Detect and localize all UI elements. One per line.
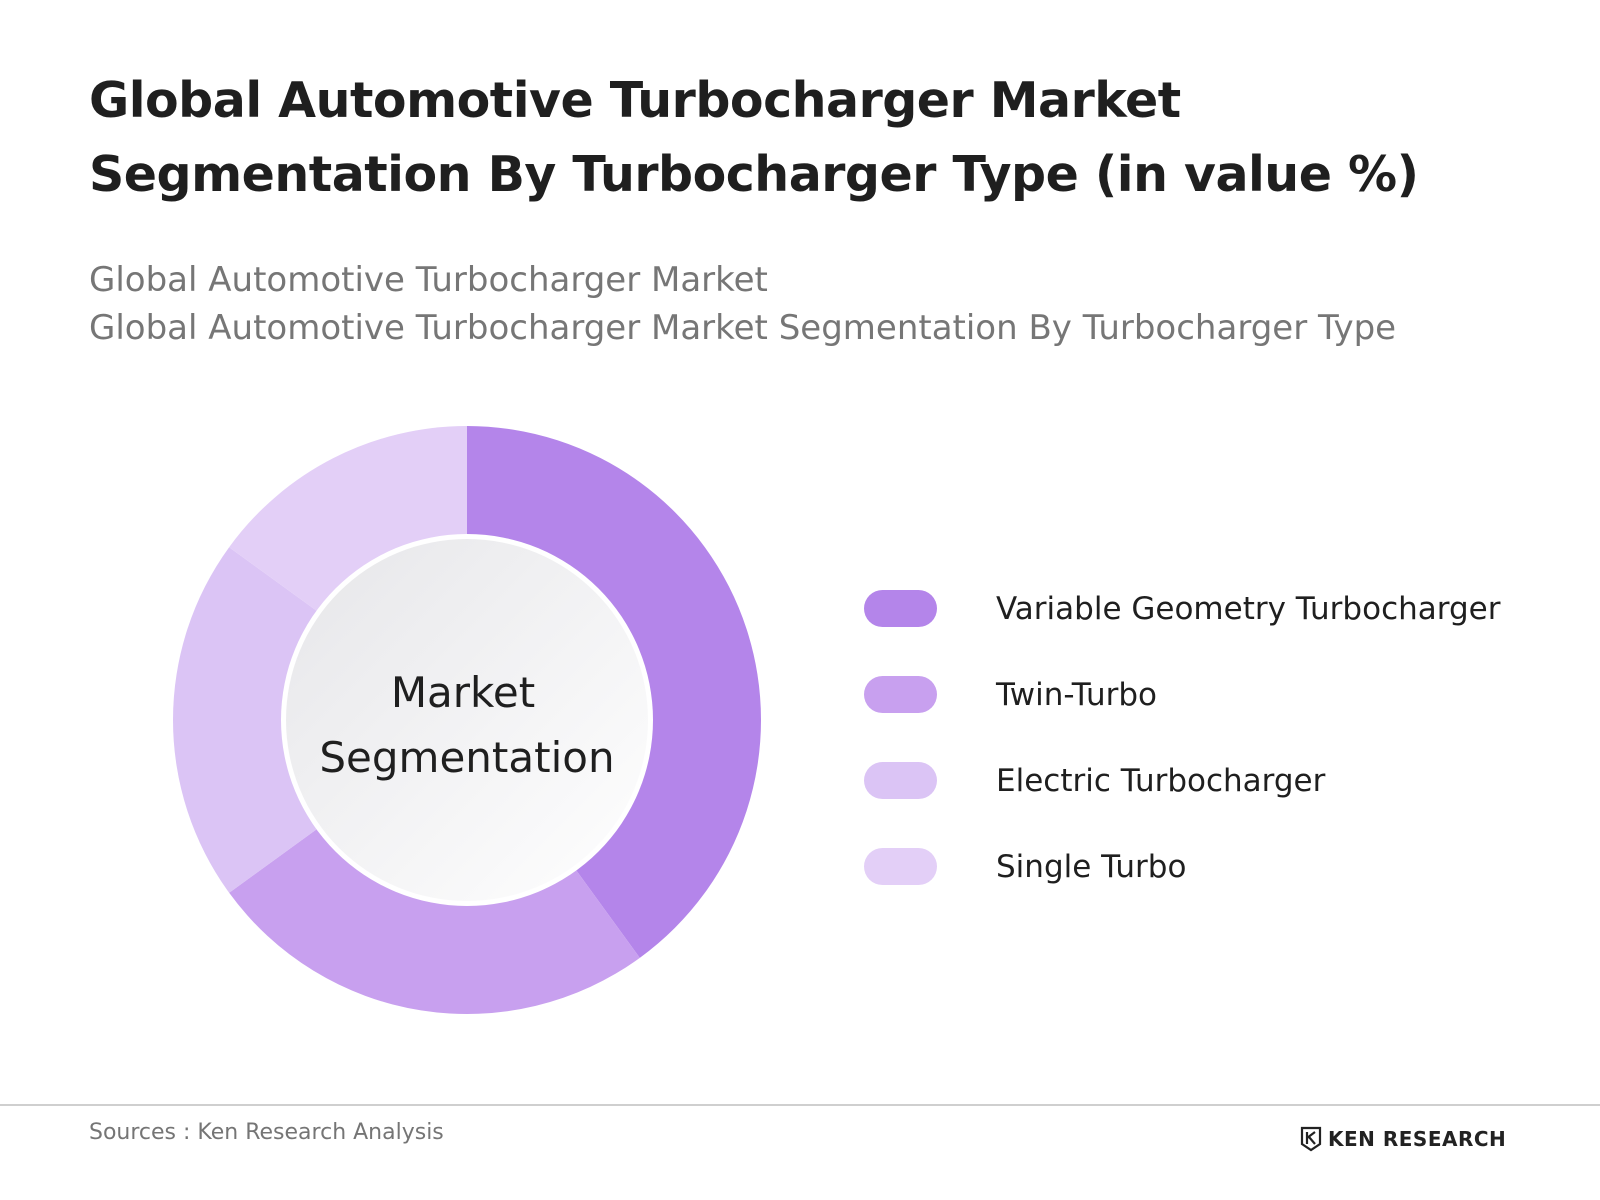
legend-label: Twin-Turbo: [996, 676, 1158, 713]
chart-subtitle-line1: Global Automotive Turbocharger Market: [89, 260, 768, 300]
legend-item: Variable Geometry Turbocharger: [864, 590, 1544, 627]
legend-item: Electric Turbocharger: [864, 762, 1544, 799]
legend-item: Single Turbo: [864, 848, 1544, 885]
legend-swatch: [864, 676, 937, 713]
donut-hole: [286, 539, 648, 901]
brand-logo: KEN RESEARCH: [1300, 1126, 1506, 1152]
legend-label: Electric Turbocharger: [996, 762, 1326, 799]
legend-label: Single Turbo: [996, 848, 1187, 885]
legend-item: Twin-Turbo: [864, 676, 1544, 713]
center-label-line1: Market: [391, 668, 535, 717]
legend-swatch: [864, 848, 937, 885]
chart-subtitle-line2: Global Automotive Turbocharger Market Se…: [89, 308, 1397, 348]
legend-label: Variable Geometry Turbocharger: [996, 590, 1501, 627]
footer-divider: [0, 1104, 1600, 1106]
center-label-line2: Segmentation: [319, 733, 614, 782]
chart-title: Global Automotive Turbocharger Market Se…: [89, 72, 1419, 203]
legend-swatch: [864, 762, 937, 799]
brand-name: KEN RESEARCH: [1328, 1127, 1507, 1151]
chart-legend: Variable Geometry Turbocharger Twin-Turbo…: [864, 590, 1544, 934]
source-note: Sources : Ken Research Analysis: [89, 1120, 444, 1145]
legend-swatch: [864, 590, 937, 627]
ken-research-logo-icon: [1300, 1126, 1322, 1152]
